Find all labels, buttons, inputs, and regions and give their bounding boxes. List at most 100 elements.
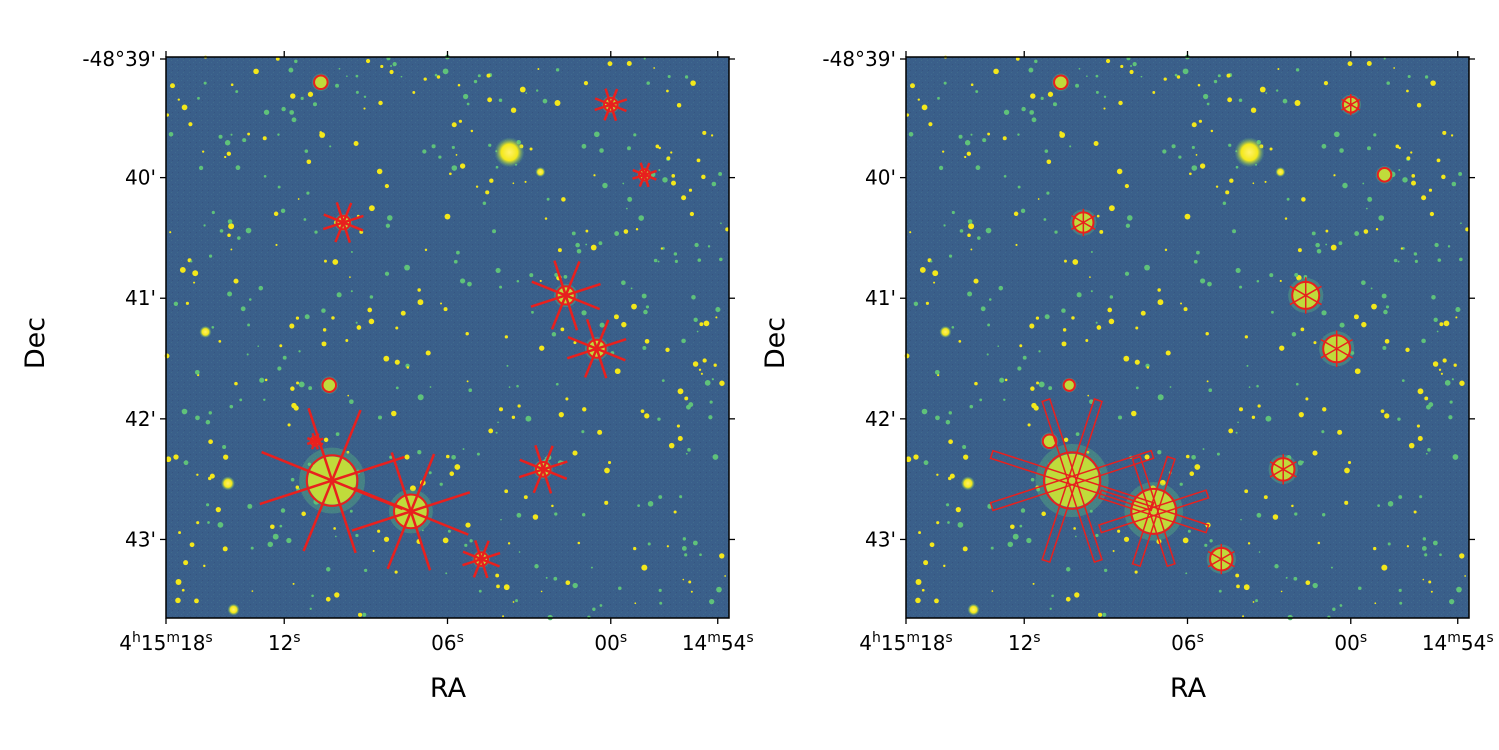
field-star	[1054, 230, 1058, 234]
field-star	[719, 257, 723, 262]
field-star	[696, 158, 701, 163]
field-star	[1402, 177, 1408, 183]
field-star	[1089, 276, 1091, 278]
field-star	[183, 460, 189, 466]
field-star	[980, 306, 986, 312]
field-star	[508, 386, 511, 388]
y-tick-label: 40'	[125, 166, 156, 190]
field-star	[1033, 405, 1039, 411]
field-star	[539, 279, 542, 283]
field-star	[1076, 292, 1082, 298]
x-tick-label: 06s	[1171, 630, 1204, 655]
field-star	[558, 412, 564, 418]
field-star	[1098, 612, 1103, 617]
field-star	[1424, 396, 1429, 401]
field-star	[489, 178, 494, 183]
field-star	[189, 542, 195, 548]
field-star	[1061, 341, 1067, 347]
field-star	[289, 323, 295, 329]
field-star	[1362, 182, 1365, 185]
field-star	[422, 149, 427, 154]
field-star	[372, 549, 375, 552]
field-star	[544, 217, 548, 220]
field-star	[1189, 172, 1192, 176]
field-star	[307, 91, 314, 97]
field-star	[1411, 180, 1416, 186]
field-star	[1330, 566, 1333, 569]
field-star	[497, 421, 499, 424]
field-star	[1447, 245, 1451, 248]
field-star	[936, 473, 939, 476]
mask-region	[313, 74, 329, 91]
mask-region	[1320, 330, 1353, 367]
field-star	[504, 335, 508, 339]
field-star	[962, 444, 967, 450]
field-star	[707, 245, 711, 248]
field-star	[987, 132, 991, 136]
field-star	[1251, 415, 1256, 420]
field-star	[642, 345, 647, 350]
mask-circle	[473, 551, 490, 567]
field-star	[1240, 518, 1242, 521]
field-star	[511, 415, 516, 420]
field-star	[1003, 174, 1007, 178]
star-spike	[1289, 285, 1307, 297]
field-star	[1237, 421, 1239, 424]
field-star	[307, 462, 312, 467]
field-star	[181, 588, 185, 592]
field-star	[576, 248, 582, 254]
field-star	[1078, 67, 1081, 70]
field-star	[1437, 258, 1442, 262]
field-star	[1321, 513, 1326, 517]
field-star	[417, 299, 424, 306]
field-star	[495, 165, 499, 169]
field-star	[688, 402, 694, 407]
field-star	[1041, 511, 1046, 517]
field-star	[1453, 363, 1457, 367]
field-star	[532, 514, 539, 520]
field-star	[1135, 386, 1139, 390]
field-star	[572, 450, 578, 456]
field-star	[478, 589, 482, 593]
field-star	[350, 290, 353, 293]
field-star	[353, 141, 359, 146]
field-star	[218, 339, 222, 343]
field-star	[645, 305, 650, 309]
field-star	[227, 233, 231, 238]
field-star	[1323, 81, 1329, 86]
field-star	[1199, 163, 1206, 169]
field-star	[581, 513, 586, 517]
mask-circle	[1041, 433, 1058, 450]
field-star	[412, 91, 416, 94]
right-sky-image	[906, 57, 1469, 618]
field-star	[1431, 295, 1436, 300]
field-star	[1021, 106, 1026, 112]
field-star	[325, 596, 331, 602]
field-star	[1388, 501, 1393, 506]
field-star	[263, 109, 270, 115]
field-star	[626, 207, 628, 210]
field-star	[968, 223, 975, 230]
field-star	[338, 67, 341, 70]
masked-star	[314, 75, 328, 89]
mask-region	[1053, 74, 1069, 91]
field-star	[336, 292, 342, 298]
field-star	[296, 381, 300, 385]
field-star	[1252, 601, 1255, 603]
field-star	[1073, 527, 1076, 530]
field-star	[572, 582, 578, 589]
field-star	[630, 287, 633, 290]
field-star	[1051, 594, 1054, 598]
field-star	[473, 79, 478, 84]
field-star	[331, 316, 335, 320]
field-star	[1228, 428, 1234, 434]
field-star	[1105, 58, 1111, 64]
field-star	[515, 599, 519, 603]
star-spike	[1350, 104, 1361, 111]
spike-box	[1131, 455, 1176, 568]
field-star	[711, 181, 717, 187]
field-star	[465, 332, 469, 336]
field-star	[1127, 215, 1133, 221]
field-star	[951, 325, 955, 329]
field-star	[311, 594, 314, 598]
